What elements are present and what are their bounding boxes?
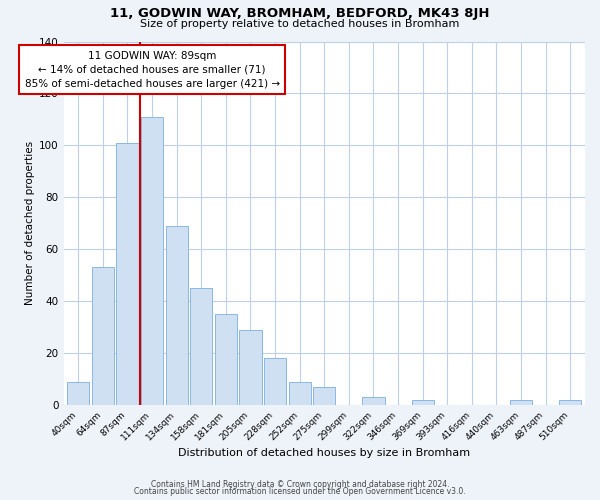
Text: Size of property relative to detached houses in Bromham: Size of property relative to detached ho… — [140, 19, 460, 29]
Bar — [289, 382, 311, 405]
Text: Contains HM Land Registry data © Crown copyright and database right 2024.: Contains HM Land Registry data © Crown c… — [151, 480, 449, 489]
Text: 11 GODWIN WAY: 89sqm
← 14% of detached houses are smaller (71)
85% of semi-detac: 11 GODWIN WAY: 89sqm ← 14% of detached h… — [25, 50, 280, 88]
X-axis label: Distribution of detached houses by size in Bromham: Distribution of detached houses by size … — [178, 448, 470, 458]
Bar — [116, 143, 139, 405]
Bar — [510, 400, 532, 405]
Bar — [313, 387, 335, 405]
Bar — [215, 314, 237, 405]
Bar — [92, 268, 114, 405]
Bar — [166, 226, 188, 405]
Bar — [362, 397, 385, 405]
Bar — [239, 330, 262, 405]
Bar — [559, 400, 581, 405]
Y-axis label: Number of detached properties: Number of detached properties — [25, 141, 35, 306]
Bar — [67, 382, 89, 405]
Text: 11, GODWIN WAY, BROMHAM, BEDFORD, MK43 8JH: 11, GODWIN WAY, BROMHAM, BEDFORD, MK43 8… — [110, 8, 490, 20]
Bar — [190, 288, 212, 405]
Bar — [141, 117, 163, 405]
Bar — [264, 358, 286, 405]
Text: Contains public sector information licensed under the Open Government Licence v3: Contains public sector information licen… — [134, 487, 466, 496]
Bar — [412, 400, 434, 405]
